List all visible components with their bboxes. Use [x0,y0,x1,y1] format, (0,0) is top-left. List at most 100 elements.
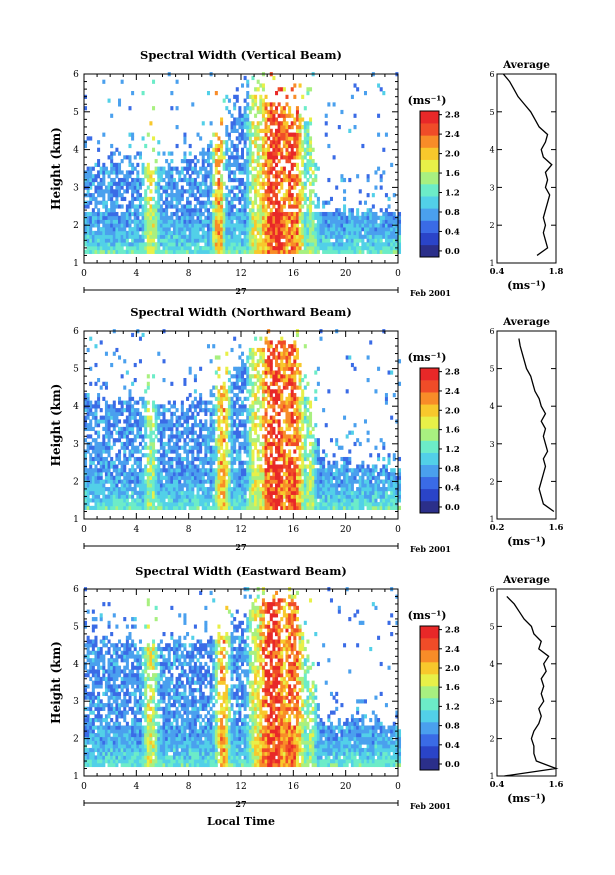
heatmap-cell [280,155,284,160]
heatmap-cell [309,204,313,209]
heatmap-cell [248,181,252,186]
heatmap-cell [288,242,292,247]
heatmap-cell [201,223,205,228]
heatmap-cell [125,415,129,420]
heatmap-cell [123,460,127,465]
heatmap-cell [157,423,161,428]
heatmap-cell [267,166,271,171]
heatmap-cell [269,132,273,137]
heatmap-cell [233,502,237,507]
heatmap-cell [254,174,258,179]
heatmap-cell [131,381,135,386]
heatmap-cell [322,211,326,217]
heatmap-cell [118,98,122,103]
heatmap-cell [201,121,205,126]
heatmap-cell [285,102,289,107]
heatmap-cell [288,419,292,424]
heatmap-cell [183,242,187,247]
heatmap-cell [337,125,341,130]
heatmap-cell [230,211,234,217]
heatmap-cell [259,98,263,103]
heatmap-cell [89,366,93,371]
heatmap-cell [186,189,190,194]
heatmap-cell [191,249,195,254]
heatmap-cell [191,460,195,465]
heatmap-cell [141,396,145,401]
heatmap-cell [180,423,184,428]
heatmap-cell [175,204,179,209]
heatmap-cell [214,227,218,232]
heatmap-cell [282,347,286,353]
heatmap-cell [235,249,239,254]
heatmap-cell [102,189,106,194]
heatmap-cell [199,215,203,220]
heatmap-cell [254,181,258,186]
heatmap-cell [248,490,252,495]
heatmap-cell [175,245,179,251]
heatmap-cell [125,181,129,186]
heatmap-cell [227,234,231,239]
heatmap-cell [217,181,221,186]
heatmap-cell [94,419,98,424]
heatmap-cell [241,430,245,435]
heatmap-cell [201,174,205,179]
heatmap-cell [275,479,279,484]
heatmap-cell [246,408,250,413]
heatmap-cell [275,128,279,133]
heatmap-cell [230,490,234,495]
heatmap-cell [217,415,221,420]
heatmap-cell [97,487,101,492]
heatmap-cell [157,196,161,202]
heatmap-cell [269,200,273,205]
heatmap-cell [254,366,258,371]
heatmap-cell [259,185,263,190]
heatmap-cell [395,219,399,224]
heatmap-cell [298,230,302,236]
heatmap-cell [350,208,354,213]
heatmap-cell [123,464,127,469]
heatmap-cell [162,223,166,228]
heatmap-cell [298,196,302,202]
heatmap-cell [335,185,339,190]
heatmap-cell [282,460,286,465]
heatmap-cell [374,223,378,228]
heatmap-cell [366,177,370,183]
heatmap-cell [280,147,284,152]
heatmap-cell [170,193,174,198]
heatmap-cell [89,441,93,447]
heatmap-cell [290,162,294,168]
heatmap-cell [277,189,281,194]
heatmap-cell [238,140,242,145]
heatmap-cell [220,185,224,190]
heatmap-cell [112,227,116,232]
heatmap-cell [295,193,299,198]
heatmap-cell [343,219,347,224]
heatmap-cell [238,125,242,130]
heatmap-cell [120,223,124,228]
heatmap-cell [243,223,247,228]
heatmap-cell [248,106,252,111]
heatmap-cell [193,505,197,510]
heatmap-cell [157,223,161,228]
heatmap-cell [86,193,90,198]
heatmap-cell [217,136,221,141]
heatmap-cell [269,370,273,375]
heatmap-cell [162,487,166,492]
heatmap-cell [298,219,302,224]
heatmap-cell [261,362,265,368]
heatmap-cell [288,204,292,209]
panel-title: Spectral Width (Vertical Beam) [140,48,342,62]
heatmap-cell [183,475,187,480]
heatmap-cell [238,106,242,111]
heatmap-cell [230,374,234,379]
heatmap-cell [316,166,320,171]
heatmap-cell [269,483,273,488]
heatmap-cell [303,230,307,236]
heatmap-cell [335,238,339,243]
heatmap-cell [275,143,279,149]
heatmap-cell [146,490,150,495]
heatmap-cell [230,381,234,386]
heatmap-cell [191,464,195,469]
heatmap-cell [285,121,289,126]
heatmap-cell [269,441,273,447]
